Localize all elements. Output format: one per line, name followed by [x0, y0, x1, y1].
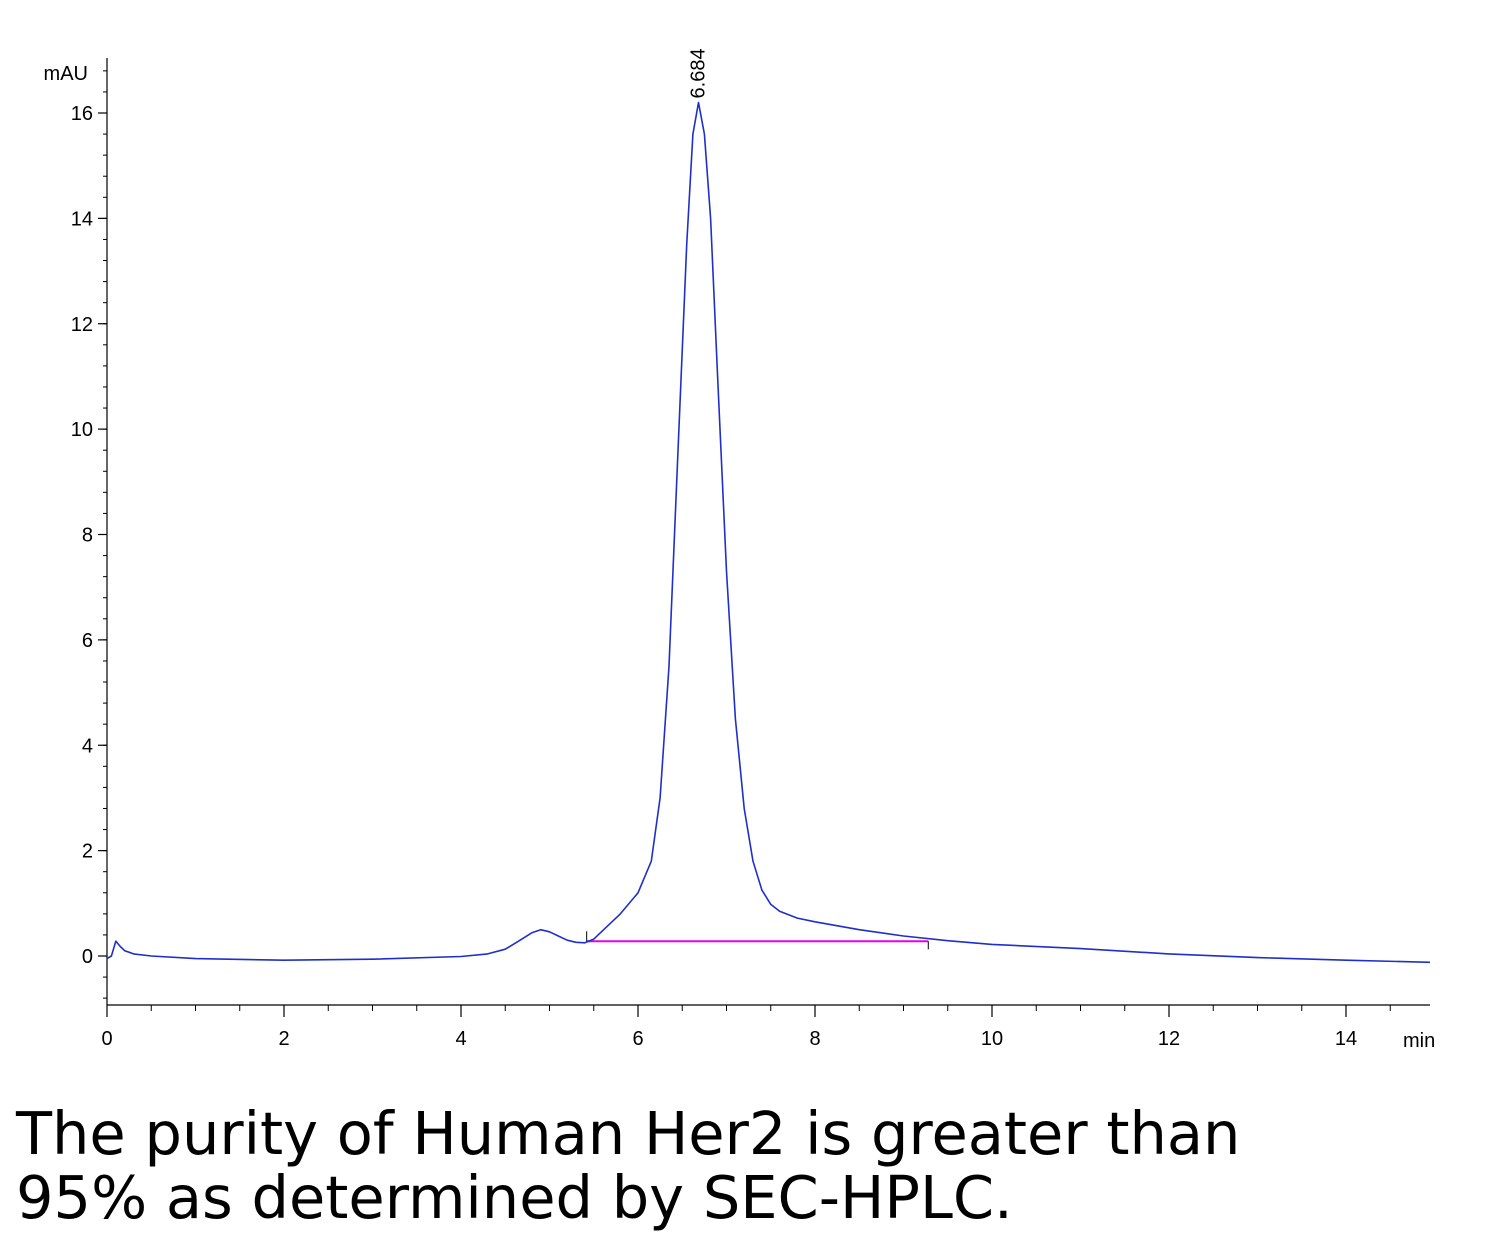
x-tick-label: 2 — [278, 1028, 289, 1050]
chromatogram-chart: 0 2 4 6 8 10 12 14 16 0 2 4 6 8 10 12 14 mAU min 6.684 — [44, 48, 1436, 1052]
y-tick-label: 10 — [71, 419, 93, 441]
y-axis-unit-label: mAU — [44, 63, 88, 85]
caption-line-2: 95% as determined by SEC-HPLC. — [16, 1163, 1013, 1232]
x-tick-label: 6 — [632, 1028, 643, 1050]
x-tick-label: 8 — [809, 1028, 820, 1050]
series-line-signal — [106, 101, 1431, 964]
y-tick-label: 2 — [82, 841, 93, 863]
y-tick-label: 0 — [82, 946, 93, 968]
y-tick-label: 4 — [82, 735, 93, 757]
y-tick-label: 16 — [71, 103, 93, 125]
x-tick-label: 14 — [1335, 1028, 1357, 1050]
x-tick-label: 10 — [981, 1028, 1003, 1050]
peak-retention-time-label: 6.684 — [688, 48, 710, 98]
caption-line-1: The purity of Human Her2 is greater than — [16, 1099, 1241, 1168]
purity-caption: The purity of Human Her2 is greater than… — [16, 1102, 1476, 1230]
y-tick-label: 12 — [71, 314, 93, 336]
y-tick-label: 6 — [82, 630, 93, 652]
x-tick-label: 0 — [101, 1028, 112, 1050]
y-tick-label: 14 — [71, 208, 93, 230]
x-axis: 0 2 4 6 8 10 12 14 — [101, 1004, 1430, 1050]
x-axis-unit-label: min — [1403, 1030, 1435, 1052]
x-tick-label: 12 — [1158, 1028, 1180, 1050]
y-axis: 0 2 4 6 8 10 12 14 16 — [71, 58, 108, 1005]
y-tick-label: 8 — [82, 525, 93, 547]
x-tick-label: 4 — [455, 1028, 466, 1050]
